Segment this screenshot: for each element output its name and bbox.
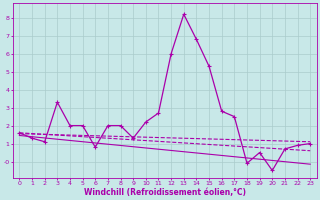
X-axis label: Windchill (Refroidissement éolien,°C): Windchill (Refroidissement éolien,°C): [84, 188, 246, 197]
